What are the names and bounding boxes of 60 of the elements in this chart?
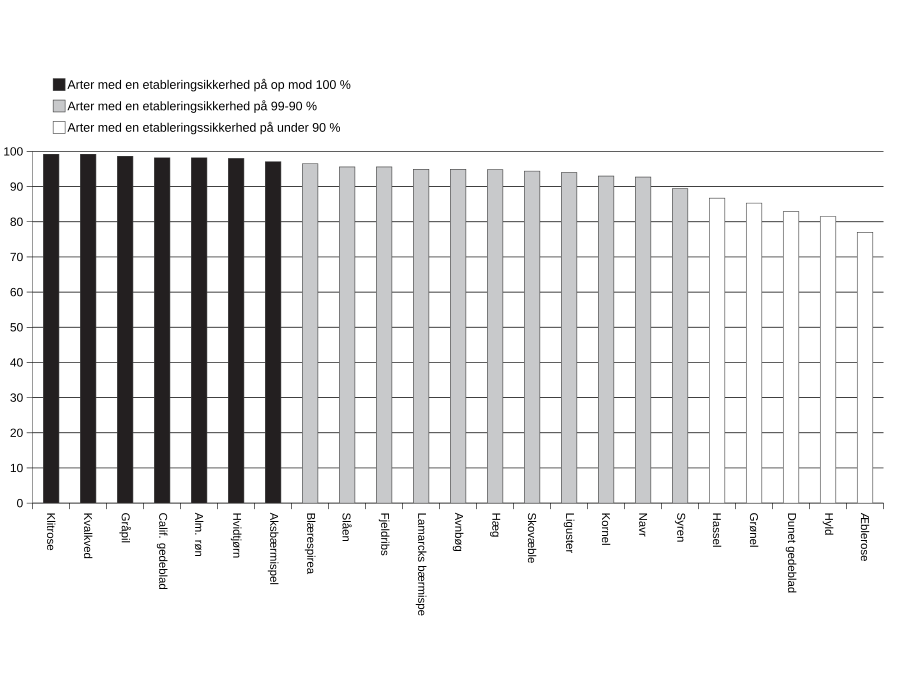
- x-tick-label: Klitrose: [46, 513, 56, 550]
- x-tick-label: Hyld: [822, 513, 834, 534]
- y-tick-label: 70: [10, 252, 23, 261]
- x-tick-label: Skovæble: [528, 512, 536, 563]
- bar: [80, 154, 96, 503]
- x-tick-label: Slåen: [342, 512, 352, 541]
- legend-label: Arter med en etableringsikkerhed på op mod 100 %: [67, 78, 350, 92]
- bar: [672, 188, 688, 503]
- bar: [376, 166, 392, 503]
- bar: [302, 163, 318, 503]
- y-tick-label: 20: [10, 428, 23, 437]
- x-tick-label: Æblerose: [860, 512, 870, 561]
- bar: [782, 211, 800, 503]
- y-tick-label: 60: [10, 288, 23, 296]
- x-tick-label: Liguster: [564, 513, 574, 553]
- bar: [746, 202, 762, 503]
- y-tick-label: 100: [4, 146, 23, 156]
- y-tick-label: 10: [10, 464, 23, 472]
- x-tick-label: Calif. gedeblad: [156, 512, 168, 589]
- x-tick-label: Aksbærmispel: [268, 512, 278, 584]
- bar: [339, 166, 356, 503]
- bar: [598, 176, 614, 503]
- x-tick-label: Hvidtjørn: [230, 513, 242, 558]
- x-tick-label: Blærespirea: [304, 513, 316, 574]
- y-tick-label: 90: [10, 182, 23, 191]
- bar: [635, 176, 652, 503]
- x-tick-label: Hæg: [490, 513, 500, 536]
- bar: [154, 157, 170, 503]
- x-tick-label: Kvalkved: [84, 513, 92, 558]
- legend-label: Arter med en etableringsikkerhed på 99-90 %: [67, 100, 317, 113]
- x-tick-label: Fjeldribs: [378, 513, 390, 556]
- bar: [117, 156, 134, 503]
- x-tick-label: Navr: [639, 513, 648, 536]
- bar: [561, 172, 578, 503]
- x-tick-label: Hassel: [712, 513, 722, 546]
- bar: [228, 158, 244, 503]
- x-tick-label: Lamarcks bærmispe: [416, 513, 426, 616]
- y-tick-label: 30: [10, 393, 23, 402]
- bar: [524, 170, 540, 503]
- x-tick-label: Dunet gedeblad: [786, 513, 796, 592]
- x-tick-label: Alm. røn: [194, 512, 204, 556]
- bar: [413, 168, 430, 503]
- x-tick-label: Gråpil: [119, 512, 131, 542]
- bar: [708, 198, 726, 503]
- y-tick-label: 50: [10, 322, 23, 332]
- bar: [191, 157, 208, 503]
- legend-label: Arter med en etableringssikkerhed på under 90 %: [67, 121, 340, 134]
- x-tick-label: Avnbøg: [452, 512, 464, 551]
- bar: [820, 216, 836, 503]
- bar: [450, 168, 466, 503]
- y-tick-label: 0: [17, 498, 23, 508]
- bar: [487, 169, 504, 503]
- bar: [265, 161, 282, 503]
- y-tick-label: 80: [10, 217, 23, 226]
- y-tick-label: 40: [10, 358, 23, 366]
- x-tick-label: Kornel: [602, 513, 610, 545]
- bar: [43, 154, 60, 503]
- x-tick-label: Grønel: [750, 512, 758, 546]
- bar: [856, 232, 874, 503]
- x-tick-label: Syren: [674, 512, 686, 542]
